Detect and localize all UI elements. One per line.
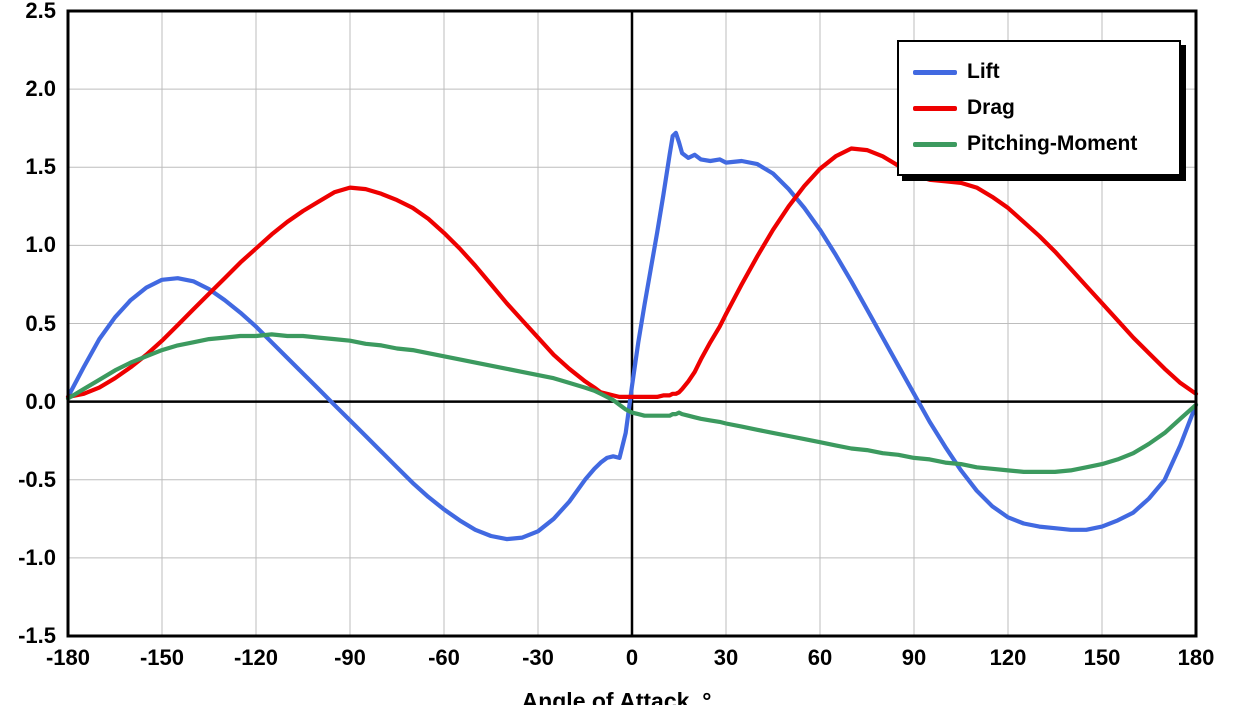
pitching-moment-line-swatch — [913, 141, 957, 147]
y-tick-label: -1.5 — [18, 623, 56, 648]
y-tick-label: 0.0 — [25, 388, 56, 414]
drag-line-swatch — [913, 105, 957, 111]
x-tick-label: 30 — [713, 645, 739, 670]
x-tick-label: -30 — [522, 645, 554, 670]
series-line-pitching-moment — [65, 332, 1199, 474]
legend-item-drag: Drag — [913, 90, 1165, 126]
plot-border — [66, 9, 1198, 638]
legend: Lift Drag Pitching-Moment — [897, 40, 1181, 176]
x-tick-label: 150 — [1083, 645, 1121, 670]
x-tick-label: 120 — [989, 645, 1027, 670]
x-tick-label: -120 — [233, 645, 279, 670]
y-tick-label: 1.5 — [25, 154, 56, 180]
y-axis-tick-labels: 2.5 2.0 1.5 1.0 0.5 0.0 -0.5 -1.0 -1.5 — [0, 0, 62, 705]
y-tick-label: 2.0 — [25, 76, 56, 102]
x-tick-label: 90 — [901, 645, 927, 670]
x-tick-label: 180 — [1177, 645, 1215, 670]
x-tick-label: 0 — [625, 645, 639, 670]
y-tick-label: -1.0 — [18, 544, 56, 570]
legend-item-pitching-moment: Pitching-Moment — [913, 126, 1165, 162]
legend-label-lift: Lift — [967, 60, 1000, 83]
y-tick-label: 1.0 — [25, 232, 56, 258]
x-tick-label: -90 — [334, 645, 366, 670]
y-tick-label: 2.5 — [25, 0, 56, 23]
series-line-drag — [65, 146, 1199, 399]
x-tick-label: -180 — [45, 645, 91, 670]
series-line-lift — [65, 130, 1199, 542]
y-tick-label: -0.5 — [18, 466, 56, 492]
lift-line-swatch — [913, 69, 957, 75]
x-axis-tick-labels: -180 -150 -120 -90 -60 -30 0 30 60 90 120 150 180 — [0, 645, 1233, 673]
x-tick-label: 60 — [807, 645, 833, 670]
legend-item-lift: Lift — [913, 54, 1165, 90]
legend-label-pitching-moment: Pitching-Moment — [967, 132, 1138, 155]
x-axis-title: Angle of Attack, ° — [521, 688, 712, 705]
y-tick-label: 0.5 — [25, 310, 56, 336]
x-tick-label: -60 — [428, 645, 460, 670]
legend-label-drag: Drag — [967, 96, 1015, 119]
x-tick-label: -150 — [139, 645, 185, 670]
